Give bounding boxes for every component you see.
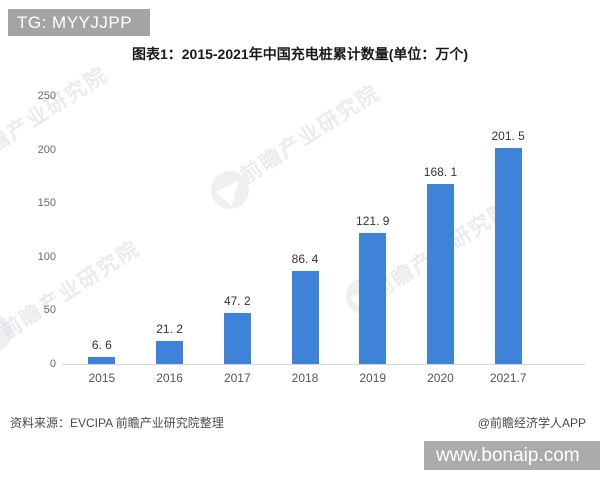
bar-2017[interactable] <box>223 313 251 364</box>
bar-2019[interactable] <box>359 233 387 364</box>
x-axis-label: 2016 <box>156 371 183 385</box>
bottom-url-banner[interactable]: www.bonaip.com <box>424 441 600 470</box>
x-axis-label: 2021.7 <box>489 371 527 385</box>
x-axis-label: 2015 <box>88 371 116 385</box>
bar-2015[interactable] <box>88 357 116 364</box>
x-axis-line <box>62 364 585 365</box>
bar-value-label: 6. 6 <box>91 338 112 352</box>
credit-note: @前瞻经济学人APP <box>477 416 586 430</box>
bar-slot: 121. 9 <box>339 96 407 364</box>
chart-title: 图表1：2015-2021年中国充电桩累计数量(单位：万个) <box>131 46 469 62</box>
bar-slot: 6. 6 <box>68 96 136 364</box>
bar-slot: 168. 1 <box>407 96 475 364</box>
bar-slot: 21. 2 <box>136 96 204 364</box>
y-tick-label: 200 <box>37 143 56 156</box>
bar-2020[interactable] <box>426 184 454 364</box>
x-axis-label: 2018 <box>291 371 319 385</box>
y-tick-label: 0 <box>49 358 56 370</box>
bar-value-label: 47. 2 <box>223 294 251 308</box>
bar-value-label: 168. 1 <box>423 165 458 179</box>
bar-value-label: 121. 9 <box>356 214 390 228</box>
bar-slot: 201. 5 <box>474 96 542 364</box>
x-axis-label: 2019 <box>359 371 387 385</box>
x-axis-label: 2020 <box>427 371 454 385</box>
bar-2021.7[interactable] <box>494 148 522 364</box>
bar-slot: 47. 2 <box>203 96 271 364</box>
bar-2016[interactable] <box>156 341 184 364</box>
y-tick-label: 100 <box>37 250 56 263</box>
bar-slot: 86. 4 <box>271 96 339 364</box>
top-watermark-banner: TG: MYYJJPP <box>8 9 150 36</box>
y-tick-label: 150 <box>37 197 56 210</box>
y-tick-label: 250 <box>37 90 56 102</box>
x-axis-labels: 2015 2016 2017 2018 2019 2020 2021.7 <box>68 371 542 385</box>
bar-value-label: 21. 2 <box>156 322 183 336</box>
bars-container: 6. 6 21. 2 47. 2 86. 4 121. 9 168. 1 201. 5 <box>68 96 542 364</box>
y-tick-label: 50 <box>43 304 56 317</box>
x-axis-label: 2017 <box>223 371 251 385</box>
bar-2018[interactable] <box>291 271 319 364</box>
bar-value-label: 86. 4 <box>291 252 319 266</box>
source-note: 资料来源：EVCIPA 前瞻产业研究院整理 <box>10 416 224 430</box>
bar-value-label: 201. 5 <box>491 129 525 143</box>
